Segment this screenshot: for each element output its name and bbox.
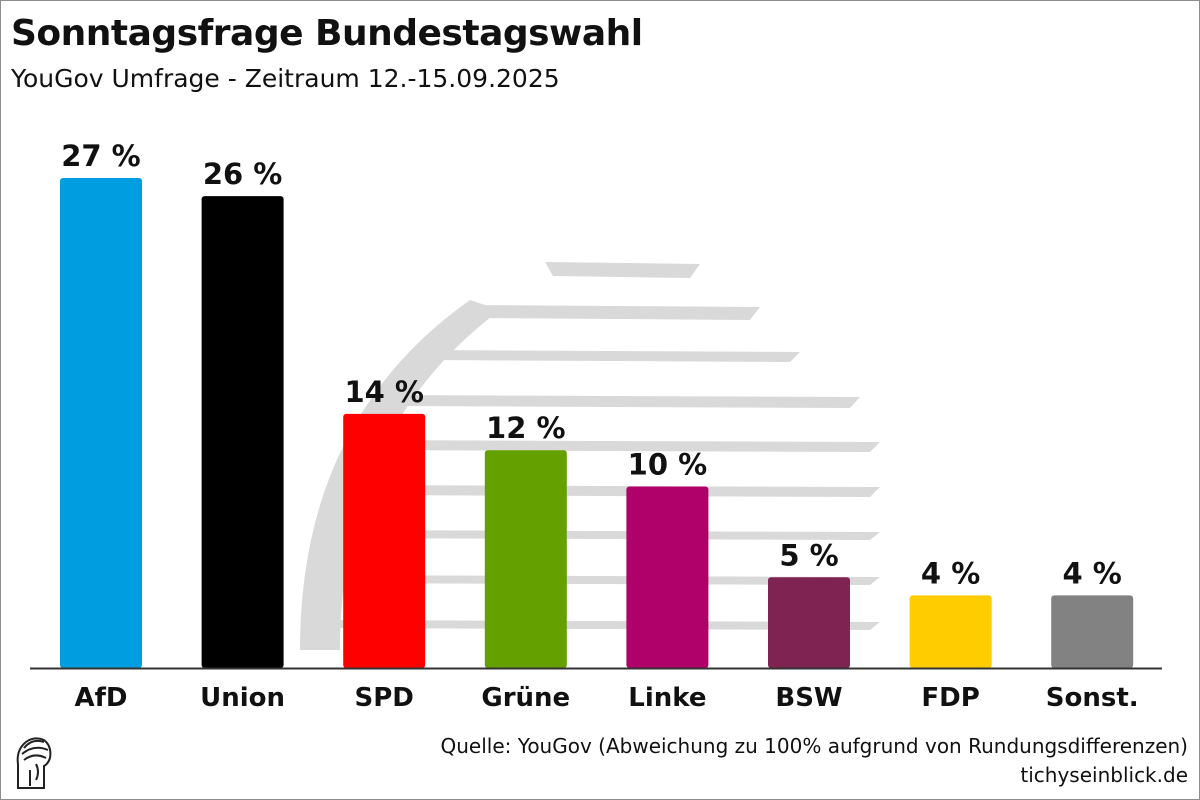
chart-title: Sonntagsfrage Bundestagswahl	[11, 13, 643, 54]
watermark-stripe	[320, 530, 880, 540]
watermark-stripe	[420, 350, 800, 362]
watermark-stripe	[350, 440, 880, 452]
category-label: Linke	[628, 683, 706, 713]
category-label: Sonst.	[1046, 683, 1139, 713]
category-label: Grüne	[481, 683, 570, 713]
bar-fdp	[909, 595, 992, 668]
value-label: 4 %	[1063, 556, 1122, 590]
value-label: 5 %	[779, 538, 838, 572]
watermark-stripe	[470, 305, 760, 320]
source-note: Quelle: YouGov (Abweichung zu 100% aufgr…	[440, 734, 1188, 758]
watermark-stripe	[310, 575, 880, 585]
category-label: AfD	[74, 683, 127, 713]
tichys-einblick-logo-icon	[16, 737, 52, 789]
value-labels-group: 27 % 26 % 14 % 12 % 10 % 5 % 4 % 4 %	[61, 139, 1122, 590]
value-label: 10 %	[628, 448, 708, 482]
bar-sonst	[1051, 595, 1134, 668]
bar-union	[201, 196, 284, 668]
site-url: tichyseinblick.de	[1020, 763, 1188, 787]
value-label: 4 %	[921, 556, 980, 590]
category-label: SPD	[355, 683, 414, 713]
bar-bsw	[768, 577, 850, 668]
watermark-stripe	[300, 620, 880, 630]
category-label: FDP	[921, 683, 979, 713]
category-label: Union	[200, 683, 285, 713]
bar-afd	[60, 178, 142, 668]
bars-group	[60, 178, 1134, 668]
watermark-stripe	[380, 395, 860, 408]
category-labels-group: AfD Union SPD Grüne Linke BSW FDP Sonst.	[74, 683, 1138, 713]
watermark-stripe	[545, 262, 700, 278]
bar-linke	[626, 486, 709, 668]
category-label: BSW	[775, 683, 842, 713]
bar-spd	[343, 413, 426, 668]
value-label: 12 %	[486, 411, 566, 445]
watermark-stripe	[330, 485, 880, 497]
value-label: 14 %	[344, 375, 424, 409]
chart-subtitle: YouGov Umfrage - Zeitraum 12.-15.09.2025	[11, 64, 560, 93]
bar-grüne	[484, 450, 567, 668]
value-label: 26 %	[203, 157, 283, 191]
value-label: 27 %	[61, 139, 141, 173]
watermark-arc	[300, 300, 500, 650]
reichstag-dome-watermark	[300, 262, 880, 650]
